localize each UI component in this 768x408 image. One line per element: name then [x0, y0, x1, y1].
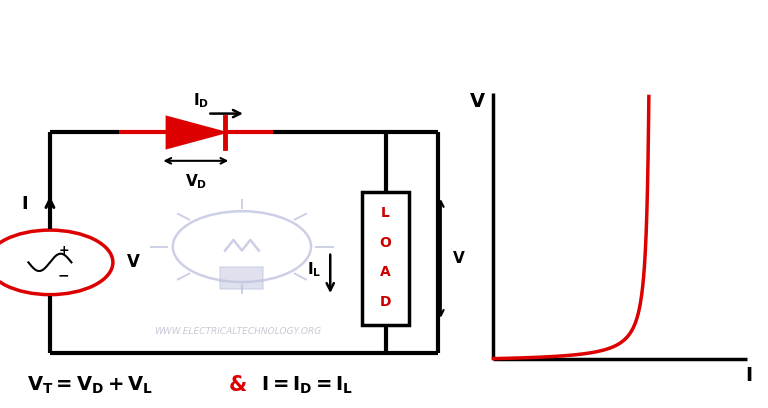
Text: D: D [380, 295, 391, 309]
Text: $\mathbf{I_L}$: $\mathbf{I_L}$ [306, 261, 321, 279]
Text: Nonlinear Circuit & its Characteristics Curve: Nonlinear Circuit & its Characteristics … [55, 24, 713, 50]
Text: WWW.ELECTRICALTECHNOLOGY.ORG: WWW.ELECTRICALTECHNOLOGY.ORG [154, 327, 322, 336]
Text: L: L [381, 206, 390, 220]
Text: I: I [22, 195, 28, 213]
Text: −: − [58, 268, 70, 282]
Text: +: + [58, 244, 69, 257]
Text: &: & [229, 375, 247, 395]
Text: I: I [745, 366, 752, 385]
FancyBboxPatch shape [362, 191, 409, 325]
Text: V: V [470, 92, 485, 111]
Text: $\mathbf{V_D}$: $\mathbf{V_D}$ [185, 172, 207, 191]
Polygon shape [167, 117, 225, 148]
Text: V: V [127, 253, 140, 271]
Text: $\mathbf{V_L}$: $\mathbf{V_L}$ [452, 249, 473, 268]
Text: A: A [380, 265, 391, 279]
Text: $\mathbf{I_D}$: $\mathbf{I_D}$ [194, 91, 209, 110]
Text: $\mathbf{I = I_D = I_L}$: $\mathbf{I = I_D = I_L}$ [261, 375, 353, 396]
FancyBboxPatch shape [220, 267, 263, 289]
Text: O: O [379, 236, 392, 250]
Text: $\mathbf{V_T = V_D + V_L}$: $\mathbf{V_T = V_D + V_L}$ [27, 375, 153, 396]
